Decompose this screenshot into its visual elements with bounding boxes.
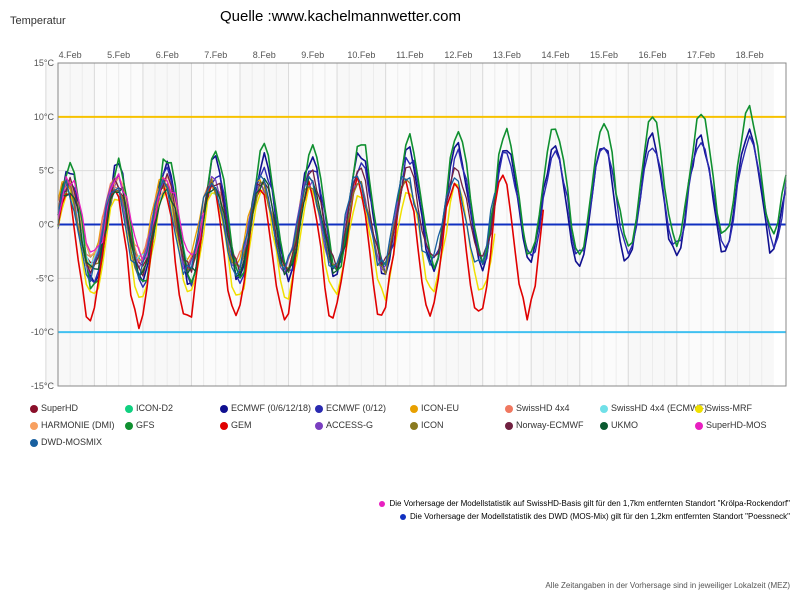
svg-text:15°C: 15°C [34, 58, 55, 68]
chart-title: Temperatur [10, 15, 66, 27]
legend-label: UKMO [611, 420, 638, 430]
svg-text:11.Feb: 11.Feb [396, 50, 423, 60]
footnote: Die Vorhersage der Modellstatistik des D… [379, 511, 790, 524]
legend-dot-icon [315, 422, 323, 430]
svg-text:10°C: 10°C [34, 112, 55, 122]
svg-text:7.Feb: 7.Feb [204, 50, 227, 60]
legend-label: ICON-EU [421, 403, 459, 413]
legend-dot-icon [30, 422, 38, 430]
legend-item: SwissHD 4x4 (ECMWF) [600, 400, 695, 417]
legend-item: SuperHD-MOS [695, 417, 790, 434]
svg-text:17.Feb: 17.Feb [687, 50, 715, 60]
footnote-dot-icon [379, 501, 385, 507]
svg-text:-15°C: -15°C [31, 381, 55, 390]
legend-label: ICON-D2 [136, 403, 173, 413]
footnote: Die Vorhersage der Modellstatistik auf S… [379, 498, 790, 511]
svg-text:6.Feb: 6.Feb [156, 50, 179, 60]
legend-item: ECMWF (0/6/12/18) [220, 400, 315, 417]
legend-dot-icon [505, 422, 513, 430]
timezone-note: Alle Zeitangaben in der Vorhersage sind … [545, 581, 790, 590]
legend-item: SuperHD [30, 400, 125, 417]
legend-item: UKMO [600, 417, 695, 434]
legend-dot-icon [600, 422, 608, 430]
svg-text:14.Feb: 14.Feb [541, 50, 569, 60]
legend-dot-icon [695, 422, 703, 430]
legend-item: Norway-ECMWF [505, 417, 600, 434]
legend-label: HARMONIE (DMI) [41, 420, 115, 430]
svg-text:4.Feb: 4.Feb [59, 50, 82, 60]
legend-item: ICON [410, 417, 505, 434]
footnotes: Die Vorhersage der Modellstatistik auf S… [379, 498, 790, 524]
svg-text:0°C: 0°C [39, 220, 55, 230]
legend-item: GEM [220, 417, 315, 434]
legend-dot-icon [125, 422, 133, 430]
legend-label: ICON [421, 420, 444, 430]
legend-item: SwissHD 4x4 [505, 400, 600, 417]
legend-dot-icon [505, 405, 513, 413]
svg-text:5°C: 5°C [39, 166, 55, 176]
legend-dot-icon [410, 422, 418, 430]
legend-label: SuperHD-MOS [706, 420, 767, 430]
legend-item: ICON-D2 [125, 400, 220, 417]
legend-dot-icon [30, 405, 38, 413]
legend-label: Swiss-MRF [706, 403, 752, 413]
legend-label: GFS [136, 420, 155, 430]
svg-text:-10°C: -10°C [31, 327, 55, 337]
legend-item: ICON-EU [410, 400, 505, 417]
legend-item: GFS [125, 417, 220, 434]
legend-item: HARMONIE (DMI) [30, 417, 125, 434]
svg-text:10.Feb: 10.Feb [347, 50, 375, 60]
legend-dot-icon [30, 439, 38, 447]
legend-dot-icon [600, 405, 608, 413]
legend-item: ACCESS-G [315, 417, 410, 434]
legend-item: Swiss-MRF [695, 400, 790, 417]
footnote-dot-icon [400, 514, 406, 520]
chart-container: Temperatur Quelle :www.kachelmannwetter.… [0, 0, 800, 600]
legend-dot-icon [695, 405, 703, 413]
legend-item: ECMWF (0/12) [315, 400, 410, 417]
svg-text:13.Feb: 13.Feb [493, 50, 521, 60]
legend: SuperHD ICON-D2 ECMWF (0/6/12/18) ECMWF (0/… [30, 400, 790, 452]
svg-text:15.Feb: 15.Feb [590, 50, 618, 60]
legend-label: Norway-ECMWF [516, 420, 584, 430]
legend-label: ECMWF (0/6/12/18) [231, 403, 311, 413]
legend-label: ECMWF (0/12) [326, 403, 386, 413]
legend-dot-icon [220, 422, 228, 430]
legend-dot-icon [410, 405, 418, 413]
legend-label: SwissHD 4x4 [516, 403, 570, 413]
legend-label: ACCESS-G [326, 420, 373, 430]
svg-text:16.Feb: 16.Feb [639, 50, 667, 60]
footnote-text: Die Vorhersage der Modellstatistik des D… [410, 512, 790, 521]
svg-text:5.Feb: 5.Feb [107, 50, 130, 60]
temperature-chart: 4.Feb 5.Feb 6.Feb 7.Feb 8.Feb 9.Feb 10.Feb 11.F… [30, 45, 790, 390]
legend-item: DWD-MOSMIX [30, 434, 125, 451]
svg-text:-5°C: -5°C [36, 273, 55, 283]
footnote-text: Die Vorhersage der Modellstatistik auf S… [389, 499, 790, 508]
legend-dot-icon [315, 405, 323, 413]
svg-text:18.Feb: 18.Feb [736, 50, 764, 60]
source-label: Quelle :www.kachelmannwetter.com [220, 8, 461, 25]
legend-label: SwissHD 4x4 (ECMWF) [611, 403, 707, 413]
legend-label: GEM [231, 420, 252, 430]
legend-label: DWD-MOSMIX [41, 437, 102, 447]
legend-dot-icon [220, 405, 228, 413]
svg-text:9.Feb: 9.Feb [301, 50, 324, 60]
legend-dot-icon [125, 405, 133, 413]
svg-text:12.Feb: 12.Feb [444, 50, 472, 60]
svg-text:8.Feb: 8.Feb [253, 50, 276, 60]
legend-label: SuperHD [41, 403, 78, 413]
